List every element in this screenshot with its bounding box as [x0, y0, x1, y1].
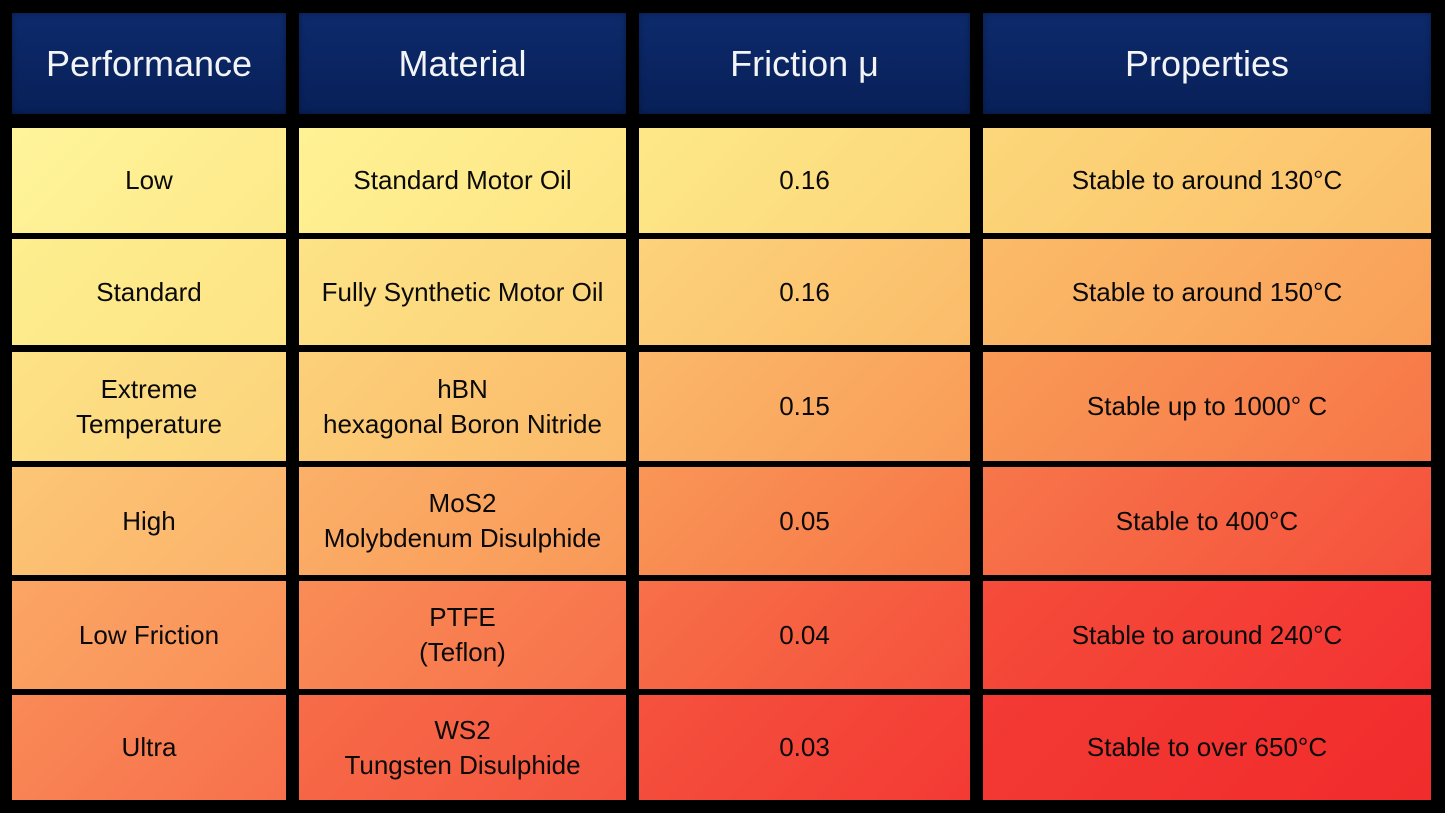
performance-line: Temperature: [76, 408, 222, 439]
cell-performance: High: [12, 467, 286, 575]
cell-material: PTFE (Teflon): [299, 581, 626, 689]
header-friction: Friction μ: [639, 13, 970, 114]
cell-performance: Extreme Temperature: [12, 352, 286, 461]
material-line: hexagonal Boron Nitride: [323, 408, 602, 439]
material-line: hBN: [437, 373, 488, 404]
material-line: PTFE: [429, 602, 496, 632]
performance-line: Low: [125, 165, 173, 195]
material-line: MoS2: [428, 488, 497, 518]
cell-friction: 0.16: [639, 128, 970, 233]
header-performance: Performance: [12, 13, 286, 114]
performance-line: High: [122, 505, 176, 536]
cell-properties: Stable to 400°C: [983, 467, 1431, 575]
header-material: Material: [299, 13, 626, 114]
cell-material: MoS2 Molybdenum Disulphide: [299, 467, 626, 575]
cell-friction: 0.04: [639, 581, 970, 689]
cell-friction: 0.05: [639, 467, 970, 575]
cell-performance: Standard: [12, 239, 286, 345]
cell-friction: 0.15: [639, 352, 970, 461]
material-line: Tungsten Disulphide: [344, 749, 581, 780]
performance-line: Extreme: [100, 373, 198, 404]
cell-performance: Low Friction: [12, 581, 286, 689]
cell-properties: Stable up to 1000° C: [983, 352, 1431, 461]
performance-line: Ultra: [121, 732, 177, 762]
cell-properties: Stable to over 650°C: [983, 695, 1431, 800]
performance-line: Standard: [96, 276, 202, 307]
cell-material: hBN hexagonal Boron Nitride: [299, 352, 626, 461]
cell-properties: Stable to around 130°C: [983, 128, 1431, 233]
cell-performance: Ultra: [12, 695, 286, 800]
material-line: Fully Synthetic Motor Oil: [321, 276, 604, 307]
cell-performance: Low: [12, 128, 286, 233]
cell-friction: 0.16: [639, 239, 970, 345]
cell-material: Standard Motor Oil: [299, 128, 626, 233]
cell-friction: 0.03: [639, 695, 970, 800]
cell-material: Fully Synthetic Motor Oil: [299, 239, 626, 345]
cell-material: WS2 Tungsten Disulphide: [299, 695, 626, 800]
material-line: Molybdenum Disulphide: [323, 523, 602, 553]
cell-properties: Stable to around 240°C: [983, 581, 1431, 689]
performance-line: Low Friction: [78, 619, 220, 650]
header-properties: Properties: [983, 13, 1431, 114]
cell-properties: Stable to around 150°C: [983, 239, 1431, 345]
material-line: WS2: [434, 714, 491, 745]
material-line: (Teflon): [419, 637, 506, 667]
material-line: Standard Motor Oil: [353, 165, 572, 195]
